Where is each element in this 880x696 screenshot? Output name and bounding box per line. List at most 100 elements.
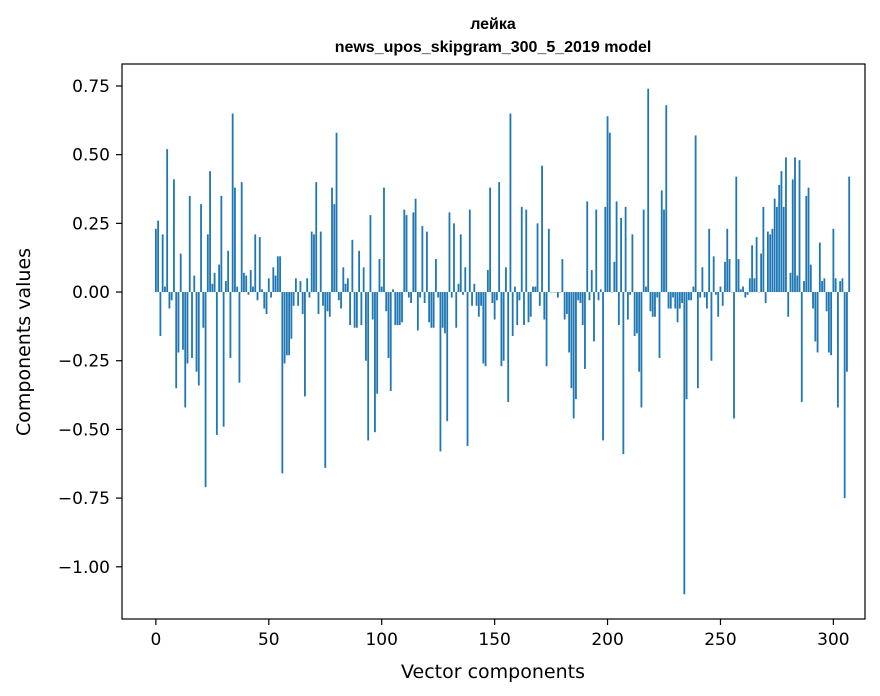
bar [803, 281, 805, 293]
bar [227, 250, 230, 293]
bar [787, 292, 790, 317]
bar [710, 292, 713, 361]
bar [495, 292, 498, 301]
bar [240, 182, 243, 293]
bar [660, 190, 663, 293]
bar [827, 292, 830, 353]
bar [475, 292, 478, 306]
bar [608, 132, 611, 293]
bar [755, 237, 758, 293]
bar [371, 292, 374, 320]
bar [642, 209, 645, 293]
bar [209, 171, 211, 293]
bar [572, 292, 575, 419]
bar [410, 292, 412, 304]
bar [333, 204, 336, 293]
bar [200, 204, 202, 293]
bar [164, 286, 166, 293]
bar [604, 206, 607, 293]
bar [733, 292, 735, 419]
bar [319, 231, 322, 293]
bar [304, 292, 306, 397]
bar [791, 179, 794, 293]
y-tick-label: −0.25 [58, 352, 110, 372]
bar [685, 292, 688, 400]
bar [489, 187, 492, 293]
bar [423, 292, 426, 304]
x-axis-ticks: 0 50 100 150 200 250 300 [150, 619, 850, 650]
bar [584, 292, 586, 369]
bar [563, 292, 566, 320]
bar [534, 286, 537, 293]
bar [516, 292, 519, 326]
bar [358, 250, 361, 293]
bar [696, 292, 699, 389]
bar [263, 292, 266, 309]
bar [715, 292, 717, 295]
bar [812, 292, 814, 309]
bar [486, 270, 489, 293]
bar [624, 206, 627, 293]
bar [843, 292, 846, 499]
bar [556, 292, 559, 298]
bar [633, 292, 636, 336]
bar [322, 292, 324, 306]
bar [766, 231, 769, 293]
y-tick-label: 0.75 [72, 77, 110, 97]
bar [809, 264, 812, 293]
bar [794, 157, 796, 293]
bar [762, 206, 765, 293]
bar [674, 292, 677, 309]
bars-group [154, 88, 851, 595]
bar [807, 187, 810, 293]
bar [529, 292, 532, 317]
bar [220, 195, 223, 293]
y-tick-label: 0.00 [72, 283, 110, 303]
y-tick-label: −1.00 [58, 558, 110, 578]
bar [204, 292, 207, 488]
bar [493, 292, 496, 320]
bar [748, 278, 751, 293]
bar [247, 292, 250, 295]
bar [760, 253, 763, 293]
bar [565, 292, 568, 315]
bar [265, 292, 268, 315]
bar [385, 292, 388, 312]
bar [328, 292, 331, 317]
bar [773, 198, 776, 293]
bar [351, 239, 354, 293]
bar [206, 234, 209, 293]
bar [751, 245, 753, 293]
bar [270, 292, 272, 298]
bar [502, 292, 505, 361]
bar [430, 292, 433, 328]
bar [179, 253, 182, 293]
bar [374, 292, 376, 433]
bar [545, 292, 548, 367]
bar [525, 209, 528, 293]
bar [394, 292, 397, 326]
bar [331, 187, 333, 293]
chart-title: лейка [470, 16, 516, 33]
bar [570, 292, 573, 389]
bar [771, 228, 774, 293]
bar [195, 292, 198, 372]
bar [651, 292, 654, 317]
bar [342, 267, 345, 293]
bar [310, 231, 313, 293]
bar [392, 289, 394, 293]
bar [694, 135, 697, 293]
bar [830, 292, 833, 356]
bar [335, 132, 338, 293]
bar [218, 264, 221, 293]
plot-frame [121, 63, 866, 620]
bar [735, 176, 738, 293]
x-tick-label: 300 [817, 630, 849, 650]
bar [568, 292, 571, 353]
bar [498, 182, 501, 293]
bar [157, 220, 160, 293]
bar [541, 165, 543, 293]
bar [428, 292, 431, 323]
bar [837, 292, 839, 408]
bar [514, 286, 516, 293]
